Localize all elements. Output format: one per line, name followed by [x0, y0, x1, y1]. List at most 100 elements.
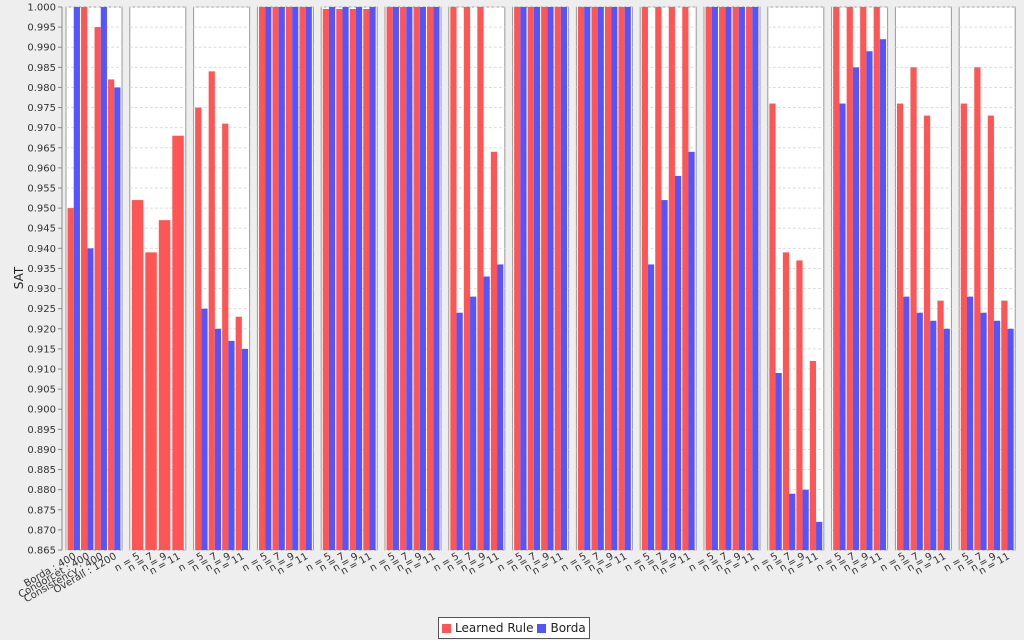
- y-tick-label: 0.895: [27, 425, 56, 436]
- bar-borda: [852, 67, 860, 550]
- panel-4: n = 5n = 7n = 9n = 11: [240, 6, 314, 578]
- bar-borda: [775, 373, 782, 550]
- bar-borda: [470, 296, 477, 550]
- bar-borda: [725, 7, 732, 550]
- legend: Learned Rule Borda: [438, 617, 590, 639]
- bar-borda: [456, 312, 463, 550]
- bar-learned-rule: [413, 7, 420, 550]
- bar-learned-rule: [108, 79, 115, 551]
- y-tick-label: 0.980: [27, 83, 56, 94]
- bar-borda: [278, 7, 285, 550]
- bar-learned-rule: [873, 7, 880, 550]
- y-axis-label: SAT: [12, 266, 26, 289]
- bar-learned-rule: [937, 300, 944, 550]
- bar-borda: [930, 320, 937, 550]
- bar-borda: [305, 7, 312, 550]
- bar-borda: [406, 7, 413, 550]
- legend-item-learned-rule: Learned Rule: [442, 621, 533, 635]
- bar-borda: [711, 7, 718, 550]
- bar-borda: [483, 276, 490, 550]
- bar-borda: [392, 7, 399, 550]
- bar-borda: [966, 296, 974, 550]
- bar-borda: [611, 7, 618, 550]
- bar-borda: [241, 348, 249, 550]
- y-tick-label: 0.900: [27, 405, 56, 416]
- bar-borda: [647, 264, 655, 550]
- bar-learned-rule: [322, 9, 329, 551]
- bar-borda: [560, 7, 568, 550]
- panel-8: n = 5n = 7n = 9n = 11: [496, 6, 570, 578]
- bar-learned-rule: [222, 123, 229, 551]
- legend-label-learned-rule: Learned Rule: [455, 621, 534, 635]
- y-tick-label: 0.930: [27, 284, 56, 295]
- bar-learned-rule: [363, 9, 370, 551]
- panel-13: n = 5n = 7n = 9n = 11: [815, 6, 889, 578]
- y-tick-label: 0.915: [27, 344, 56, 355]
- bar-borda: [597, 7, 604, 550]
- bar-learned-rule: [490, 151, 498, 551]
- panel-11: n = 5n = 7n = 9n = 11: [687, 6, 761, 578]
- bar-learned-rule: [705, 7, 712, 550]
- legend-item-borda: Borda: [537, 621, 586, 635]
- bar-borda: [265, 7, 272, 550]
- bar-borda: [547, 7, 554, 550]
- bar-learned-rule: [746, 7, 753, 550]
- bar-borda: [292, 7, 299, 550]
- bar-learned-rule: [846, 7, 853, 550]
- bar-learned-rule: [923, 115, 931, 550]
- bar-borda: [661, 200, 668, 551]
- bar-learned-rule: [463, 7, 471, 550]
- y-tick-label: 0.870: [27, 525, 56, 536]
- y-tick-label: 0.990: [27, 43, 56, 54]
- bar-borda: [943, 328, 950, 550]
- bar-borda: [100, 7, 107, 550]
- bar-borda: [879, 39, 887, 551]
- bar-learned-rule: [258, 7, 266, 550]
- panel-2: n = 5n = 7n = 9n = 11: [113, 6, 187, 578]
- bar-learned-rule: [131, 200, 144, 551]
- bar-learned-rule: [987, 115, 994, 550]
- bar-learned-rule: [732, 7, 739, 550]
- bar-learned-rule: [67, 208, 74, 550]
- bar-learned-rule: [514, 7, 521, 550]
- bar-learned-rule: [299, 7, 306, 550]
- panel-12: n = 5n = 7n = 9n = 11: [751, 6, 825, 578]
- bar-learned-rule: [809, 360, 817, 550]
- bar-learned-rule: [655, 7, 662, 550]
- bar-borda: [114, 87, 121, 550]
- bar-learned-rule: [910, 67, 917, 550]
- bar-borda: [674, 175, 682, 550]
- bar-learned-rule: [641, 7, 648, 550]
- bar-learned-rule: [591, 7, 598, 550]
- bar-borda: [533, 7, 541, 550]
- bar-borda: [584, 7, 591, 550]
- bar-learned-rule: [145, 252, 157, 550]
- bar-borda: [816, 521, 823, 550]
- bar-learned-rule: [554, 7, 561, 550]
- y-tick-label: 0.955: [27, 184, 56, 195]
- bar-learned-rule: [860, 7, 867, 550]
- bar-learned-rule: [1001, 300, 1008, 550]
- bar-borda: [201, 308, 208, 550]
- bar-borda: [87, 248, 94, 551]
- y-tick-label: 0.960: [27, 163, 56, 174]
- y-tick-label: 0.995: [27, 23, 56, 34]
- panel-10: n = 5n = 7n = 9n = 11: [623, 6, 697, 578]
- bar-borda: [520, 7, 527, 550]
- bar-learned-rule: [541, 7, 548, 550]
- y-tick-label: 0.865: [27, 546, 56, 557]
- panel-15: n = 5n = 7n = 9n = 11: [942, 6, 1016, 578]
- y-tick-label: 0.875: [27, 505, 56, 516]
- bar-borda: [993, 320, 1001, 550]
- y-tick-label: 0.945: [27, 224, 56, 235]
- bar-borda: [752, 7, 759, 550]
- bar-learned-rule: [285, 7, 293, 550]
- bar-learned-rule: [604, 7, 612, 550]
- y-tick-label: 0.890: [27, 445, 56, 456]
- bar-learned-rule: [577, 7, 585, 550]
- y-tick-label: 0.880: [27, 485, 56, 496]
- bar-borda: [214, 328, 222, 550]
- borda-swatch: [537, 623, 547, 633]
